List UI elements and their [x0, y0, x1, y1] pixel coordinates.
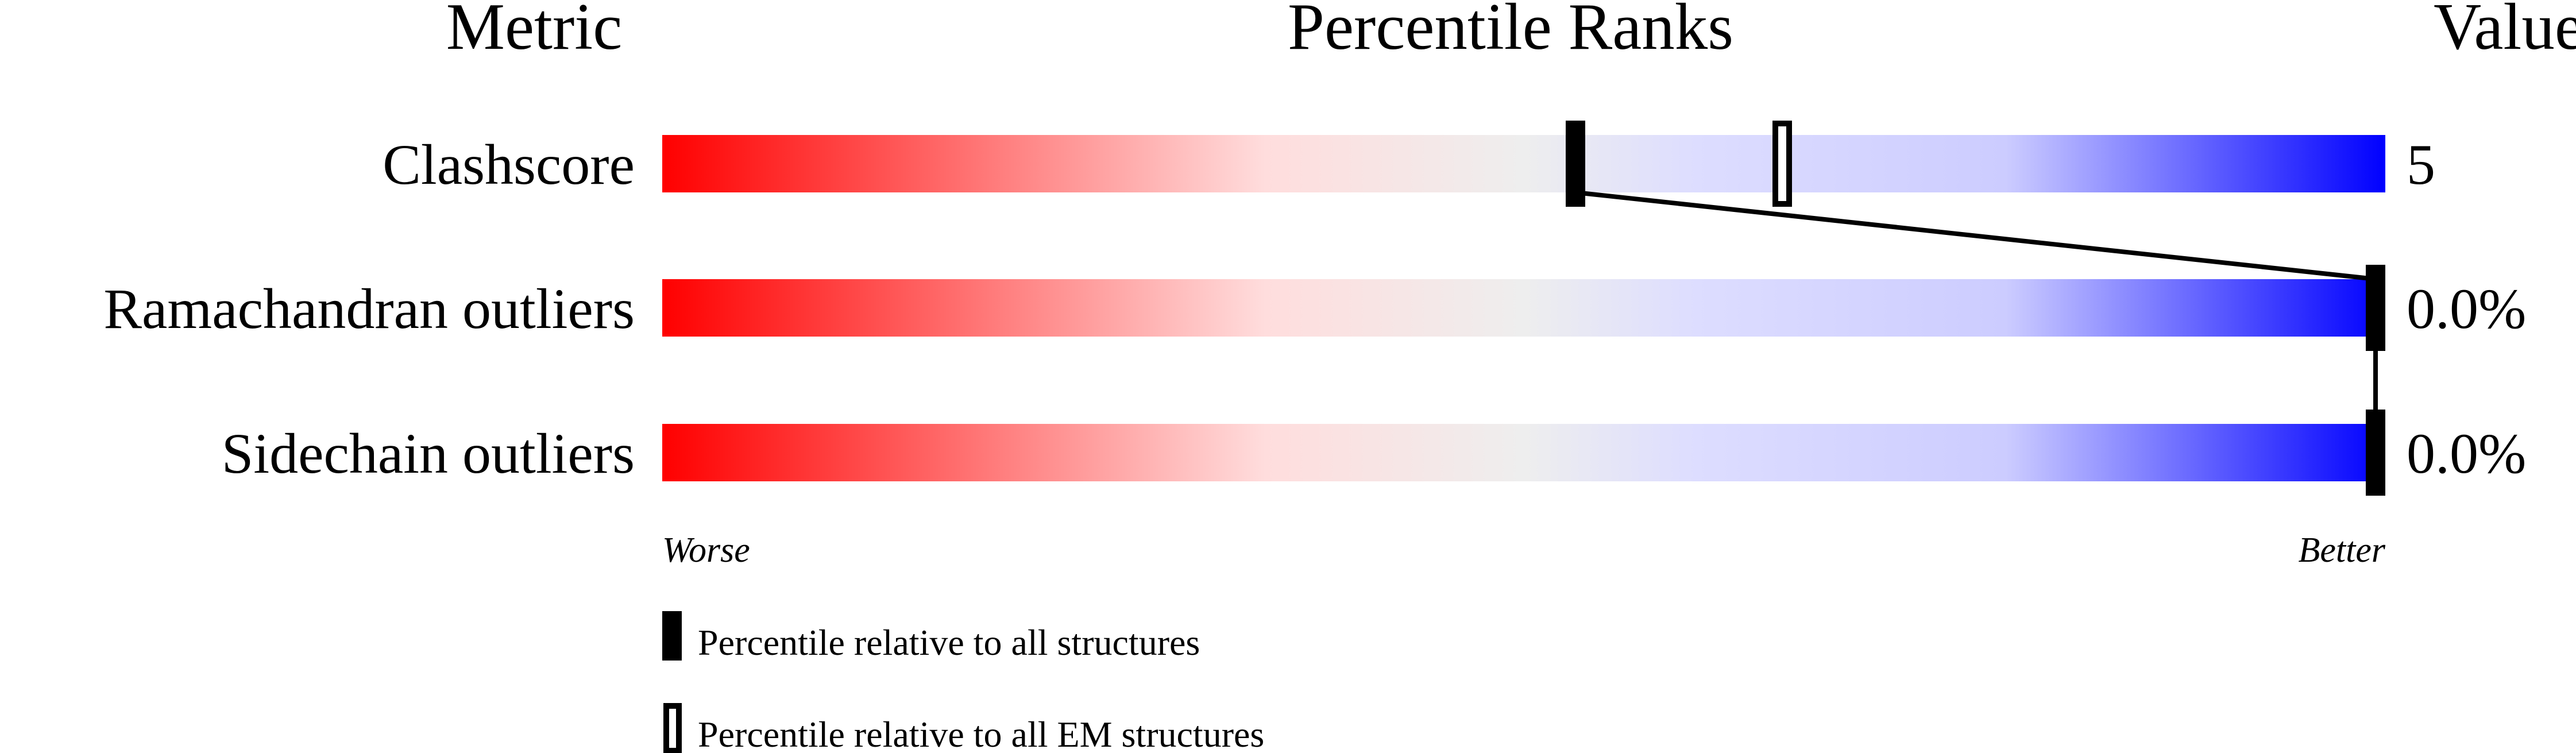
legend-label-em: Percentile relative to all EM structures	[698, 714, 1264, 753]
metric-value: 5	[2407, 133, 2435, 196]
percentile-bar	[662, 424, 2385, 481]
header-metric: Metric	[446, 0, 623, 63]
legend-label-all: Percentile relative to all structures	[698, 622, 1200, 663]
percentile-bar	[662, 135, 2385, 192]
header-percentile: Percentile Ranks	[1288, 0, 1733, 63]
metric-value: 0.0%	[2407, 277, 2526, 341]
legend-open-marker-icon	[663, 703, 682, 753]
metric-label: Sidechain outliers	[222, 422, 635, 485]
metric-label: Clashscore	[383, 133, 635, 196]
metric-label: Ramachandran outliers	[103, 277, 635, 341]
header-value: Value	[2434, 0, 2576, 63]
better-label: Better	[2299, 531, 2386, 570]
metric-value: 0.0%	[2407, 422, 2526, 485]
marker-em-structures	[1772, 121, 1792, 207]
connector-line	[1575, 190, 2376, 281]
percentile-bar	[662, 279, 2385, 337]
worse-label: Worse	[662, 531, 750, 570]
legend-filled-marker-icon	[662, 611, 682, 661]
